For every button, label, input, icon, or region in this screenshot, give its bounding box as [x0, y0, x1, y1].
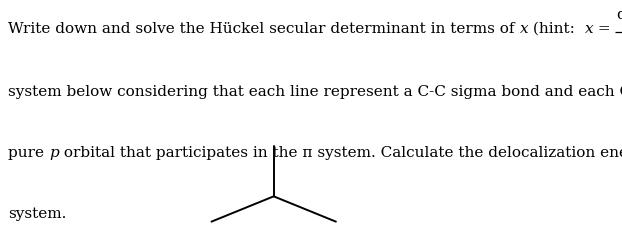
- Text: α − ε: α − ε: [617, 8, 622, 22]
- Text: (hint:: (hint:: [528, 22, 585, 36]
- Text: system.: system.: [8, 206, 67, 220]
- Text: x: x: [585, 22, 593, 36]
- Text: p: p: [49, 145, 58, 159]
- Text: orbital that participates in the π system. Calculate the delocalization energy o: orbital that participates in the π syste…: [58, 145, 622, 159]
- Text: =: =: [593, 22, 616, 36]
- Text: system below considering that each line represent a C-C sigma bond and each C at: system below considering that each line …: [8, 85, 622, 99]
- Text: Write down and solve the Hückel secular determinant in terms of: Write down and solve the Hückel secular …: [8, 22, 519, 36]
- Text: pure: pure: [8, 145, 49, 159]
- Text: x: x: [519, 22, 528, 36]
